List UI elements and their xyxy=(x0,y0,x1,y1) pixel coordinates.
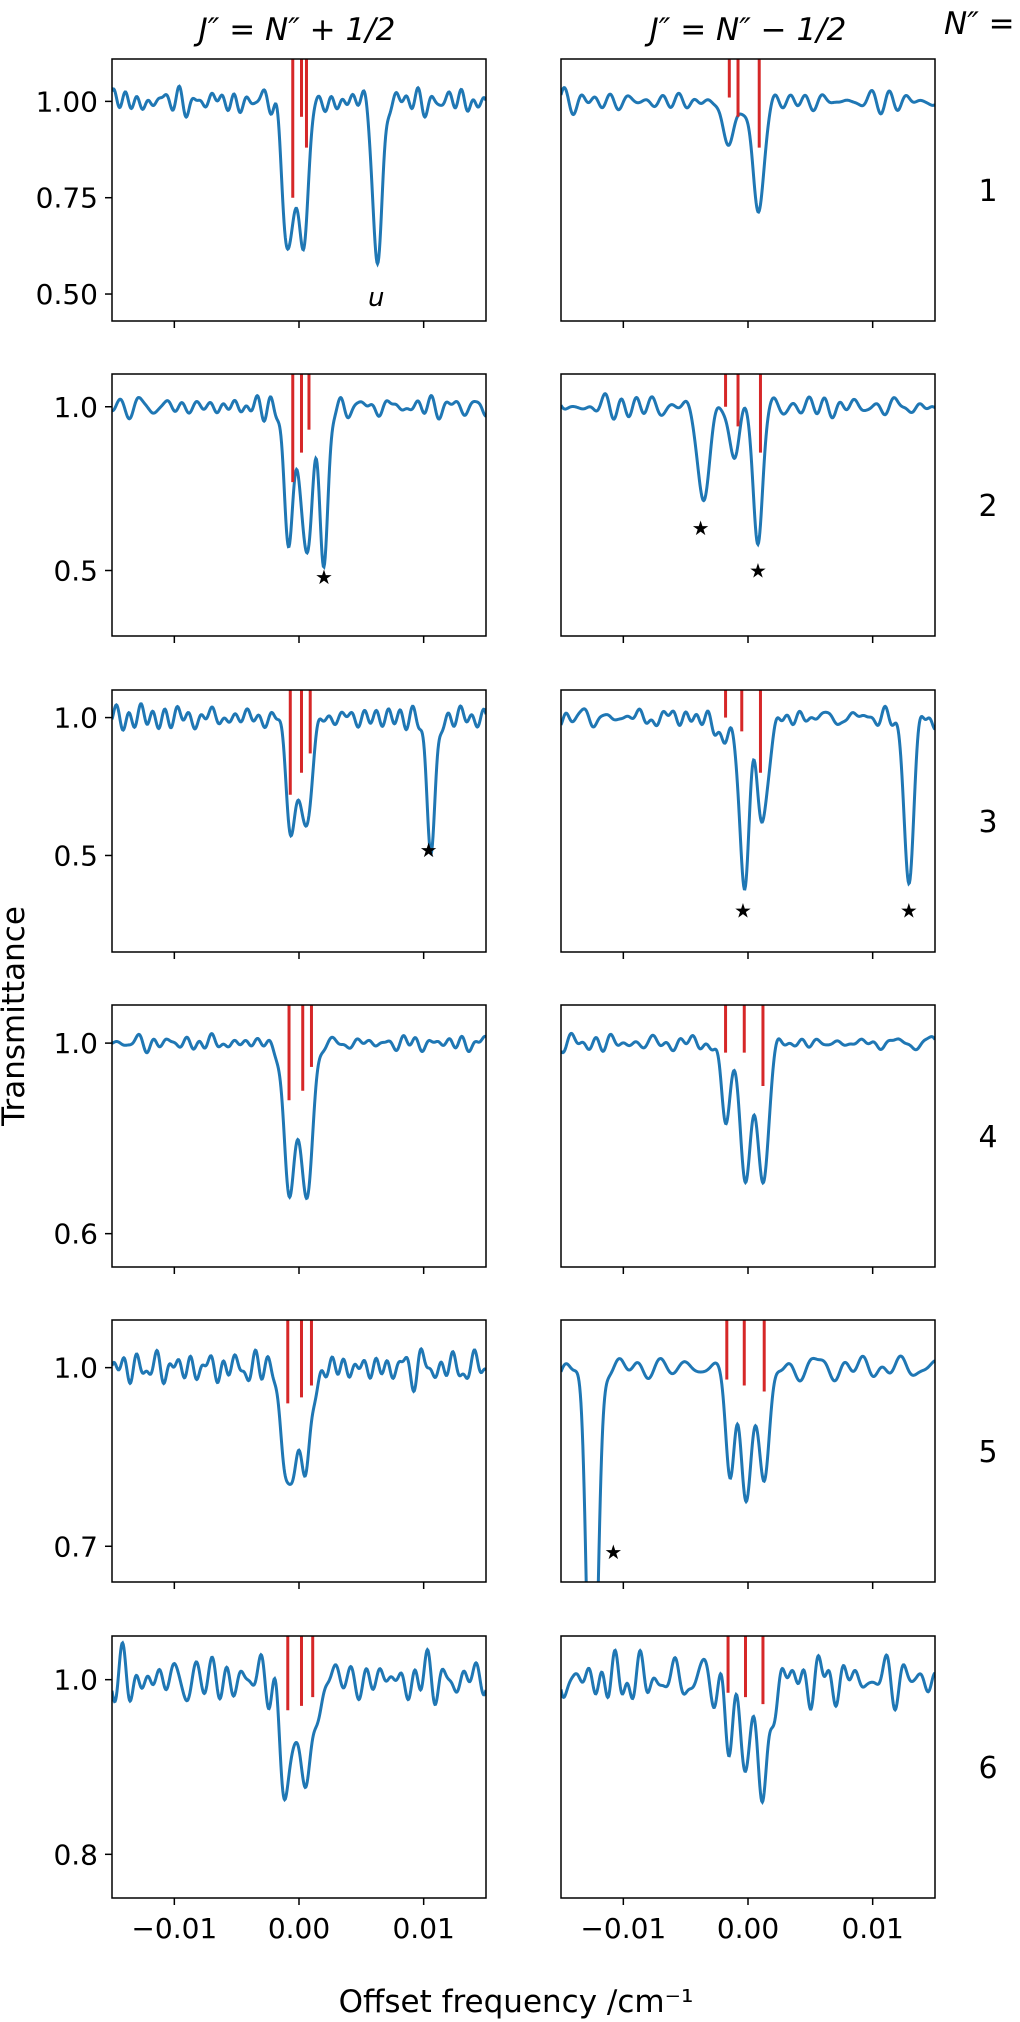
x-tick-label: 0.01 xyxy=(841,1912,903,1945)
star-annotation: ★ xyxy=(749,559,767,583)
panel-r6-c2: −0.01 0.00 0.01 6 xyxy=(560,1635,998,1945)
spectrum-line xyxy=(561,1354,935,1582)
spectrum-line xyxy=(112,1346,486,1486)
panel-r5-c1: 0.7 1.0 xyxy=(53,1319,487,1589)
y-tick-label: 1.0 xyxy=(53,1027,98,1060)
star-annotation: ★ xyxy=(315,565,333,589)
panel-r4-c1: 0.6 1.0 xyxy=(53,1004,487,1274)
spectrum-line xyxy=(561,392,935,548)
spectrum-line xyxy=(112,393,486,570)
row-label-4: 4 xyxy=(978,1120,997,1155)
panel-frame xyxy=(111,689,487,953)
panel-r4-c2: 4 xyxy=(560,1004,998,1274)
panel-frame xyxy=(560,58,936,322)
panel-r6-c1: 0.8 1.0 −0.01 0.00 0.01 xyxy=(53,1635,487,1945)
row-label-5: 5 xyxy=(978,1435,997,1470)
spectrum-line xyxy=(112,1640,486,1803)
panel-r3-c1: ★ 0.5 1.0 xyxy=(53,689,487,959)
y-axis-label: Transmittance xyxy=(0,906,32,1127)
star-annotation: ★ xyxy=(604,1540,622,1564)
panel-frame xyxy=(111,1004,487,1268)
y-tick-label: 0.5 xyxy=(53,555,98,588)
star-annotation: ★ xyxy=(734,899,752,923)
y-tick-label: 0.8 xyxy=(53,1838,98,1871)
y-tick-label: 1.0 xyxy=(53,1352,98,1385)
x-tick-label: 0.00 xyxy=(268,1912,330,1945)
spectrum-line xyxy=(561,85,935,215)
y-tick-label: 0.5 xyxy=(53,839,98,872)
spectrum-line xyxy=(561,1648,935,1805)
u-label: u xyxy=(368,283,384,313)
star-annotation: ★ xyxy=(900,899,918,923)
y-tick-label: 1.0 xyxy=(53,702,98,735)
panel-r1-c2: 1 xyxy=(560,58,998,328)
y-tick-label: 0.50 xyxy=(36,278,98,311)
row-label-1: 1 xyxy=(978,174,997,209)
row-header: N″ = xyxy=(944,6,1015,42)
spectrum-line xyxy=(112,1031,486,1201)
panel-frame xyxy=(111,373,487,637)
y-tick-label: 1.0 xyxy=(53,391,98,424)
spectrum-line xyxy=(561,1031,935,1186)
y-tick-label: 1.00 xyxy=(36,85,98,118)
star-annotation: ★ xyxy=(420,838,438,862)
panel-r3-c2: ★ ★ 3 xyxy=(560,689,998,959)
column-title-right: J″ = N″ − 1/2 xyxy=(644,12,847,48)
y-tick-label: 0.7 xyxy=(53,1530,98,1563)
y-tick-label: 0.75 xyxy=(36,182,98,215)
y-tick-label: 1.0 xyxy=(53,1664,98,1697)
panels-group: u0.500.751.001★0.51.0★★2★0.51.0★ ★30.61.0… xyxy=(36,58,998,1945)
spectrum-line xyxy=(112,702,486,857)
column-title-left: J″ = N″ + 1/2 xyxy=(193,12,396,48)
x-tick-label: 0.01 xyxy=(392,1912,454,1945)
x-tick-label: −0.01 xyxy=(131,1912,217,1945)
panel-r5-c2: ★5 xyxy=(560,1319,998,1589)
panel-r2-c2: ★ ★ 2 xyxy=(560,373,998,643)
row-label-6: 6 xyxy=(978,1751,997,1786)
spectrum-line xyxy=(561,704,935,891)
y-tick-label: 0.6 xyxy=(53,1218,98,1251)
star-annotation: ★ xyxy=(692,516,710,540)
spectrum-line xyxy=(112,84,486,268)
panel-r2-c1: ★ 0.5 1.0 xyxy=(53,373,487,643)
row-label-3: 3 xyxy=(978,805,997,840)
x-tick-label: 0.00 xyxy=(717,1912,779,1945)
panel-r1-c1: u 0.50 0.75 1.00 xyxy=(36,58,487,328)
x-axis-label: Offset frequency /cm⁻¹ xyxy=(339,1984,694,2020)
x-tick-label: −0.01 xyxy=(580,1912,666,1945)
row-label-2: 2 xyxy=(978,489,997,524)
